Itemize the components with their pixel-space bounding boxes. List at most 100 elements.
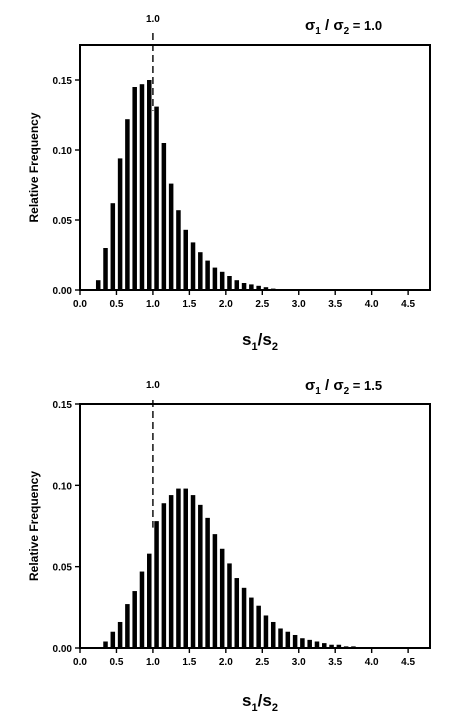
bar	[270, 621, 276, 648]
bar	[110, 631, 116, 648]
bar	[103, 248, 108, 290]
bar	[234, 578, 240, 648]
x-tick-label: 2.0	[219, 299, 233, 310]
bar	[168, 183, 174, 290]
bar	[183, 229, 188, 290]
bar	[190, 242, 196, 290]
y-axis-label: Relative Frequency	[27, 471, 41, 581]
bar	[263, 287, 269, 290]
bar	[176, 210, 181, 290]
x-tick-label: 2.0	[219, 657, 233, 668]
x-axis-label: s1/s2	[242, 330, 278, 353]
x-axis-label: s1/s2	[242, 691, 278, 714]
bar	[139, 571, 145, 648]
y-tick-label: 0.05	[53, 563, 73, 574]
bar	[307, 639, 312, 648]
bar	[161, 503, 167, 648]
y-tick-label: 0.15	[53, 76, 73, 87]
bar	[227, 563, 232, 648]
bar	[219, 548, 225, 648]
bar	[139, 84, 145, 290]
bar	[125, 119, 130, 290]
x-tick-label: 3.0	[292, 657, 306, 668]
bar	[205, 260, 210, 290]
bar	[263, 615, 269, 648]
plot-frame	[79, 403, 431, 649]
histogram-top: 1.0 0.0 0.5 1.0 1.5 2.0 2.5 3.0 3.5 4.0 4.5 0.00 0.0…	[27, 14, 431, 353]
bar	[154, 521, 159, 648]
bar	[161, 143, 167, 290]
x-tick-label: 2.5	[255, 657, 269, 668]
bar	[270, 288, 276, 290]
bar	[300, 638, 305, 648]
x-tick-label: 3.0	[292, 299, 306, 310]
bar	[343, 646, 349, 648]
bar	[183, 488, 188, 648]
bar	[198, 252, 203, 290]
bar	[117, 158, 123, 290]
bar	[154, 106, 159, 290]
bar	[314, 641, 320, 648]
bar	[249, 597, 254, 648]
histogram-bottom: 1.0 0.0 0.5 1.0 1.5 2.0 2.5 3.0 3.5 4.0 4.5 0.00 0.0…	[27, 377, 431, 714]
bar	[212, 267, 218, 290]
x-tick-label: 0.5	[110, 299, 124, 310]
x-tick-label: 2.5	[255, 299, 269, 310]
x-tick-label: 0.5	[110, 657, 124, 668]
bar	[125, 604, 130, 648]
x-tick-label: 1.0	[146, 299, 160, 310]
bar	[227, 276, 232, 290]
bar	[249, 284, 254, 290]
x-tick-label: 1.5	[182, 657, 196, 668]
bar	[176, 488, 181, 648]
bar	[329, 644, 334, 648]
x-tick-label: 0.0	[73, 657, 87, 668]
x-tick-label: 4.0	[365, 299, 379, 310]
chart-title: σ1 / σ2 = 1.0	[305, 17, 382, 37]
bar	[241, 283, 247, 290]
reference-line-label: 1.0	[146, 380, 160, 391]
bar	[212, 534, 218, 648]
bar	[358, 647, 363, 648]
bar	[336, 644, 342, 648]
bar	[351, 646, 356, 648]
bar	[147, 553, 152, 648]
y-tick-label: 0.10	[53, 146, 73, 157]
bar	[322, 643, 327, 648]
y-tick-label: 0.05	[53, 216, 73, 227]
reference-line-label: 1.0	[146, 14, 160, 25]
bar	[241, 587, 247, 648]
bar	[147, 80, 152, 290]
bar	[110, 203, 116, 290]
chart-title: σ1 / σ2 = 1.5	[305, 377, 382, 397]
bar	[117, 621, 123, 648]
plot-frame	[79, 44, 431, 291]
x-tick-label: 4.5	[401, 657, 415, 668]
x-tick-label: 1.0	[146, 657, 160, 668]
bar	[190, 495, 196, 648]
bar	[278, 628, 283, 648]
bar	[285, 631, 291, 648]
x-tick-label: 3.5	[328, 299, 342, 310]
x-tick-label: 1.5	[182, 299, 196, 310]
bar	[205, 517, 210, 648]
x-tick-label: 0.0	[73, 299, 87, 310]
bar	[278, 289, 283, 290]
y-axis-label: Relative Frequency	[27, 112, 41, 222]
y-tick-label: 0.00	[53, 286, 73, 297]
bar	[132, 591, 137, 648]
bar	[103, 641, 108, 648]
bar	[219, 271, 225, 290]
y-tick-label: 0.15	[53, 400, 73, 411]
bar	[132, 87, 137, 290]
bar	[168, 495, 174, 648]
x-tick-label: 4.0	[365, 657, 379, 668]
bar	[234, 280, 240, 290]
x-tick-label: 4.5	[401, 299, 415, 310]
bar	[95, 280, 101, 290]
y-tick-label: 0.10	[53, 481, 73, 492]
y-tick-label: 0.00	[53, 644, 73, 655]
bar	[256, 285, 261, 290]
bar	[256, 605, 261, 648]
